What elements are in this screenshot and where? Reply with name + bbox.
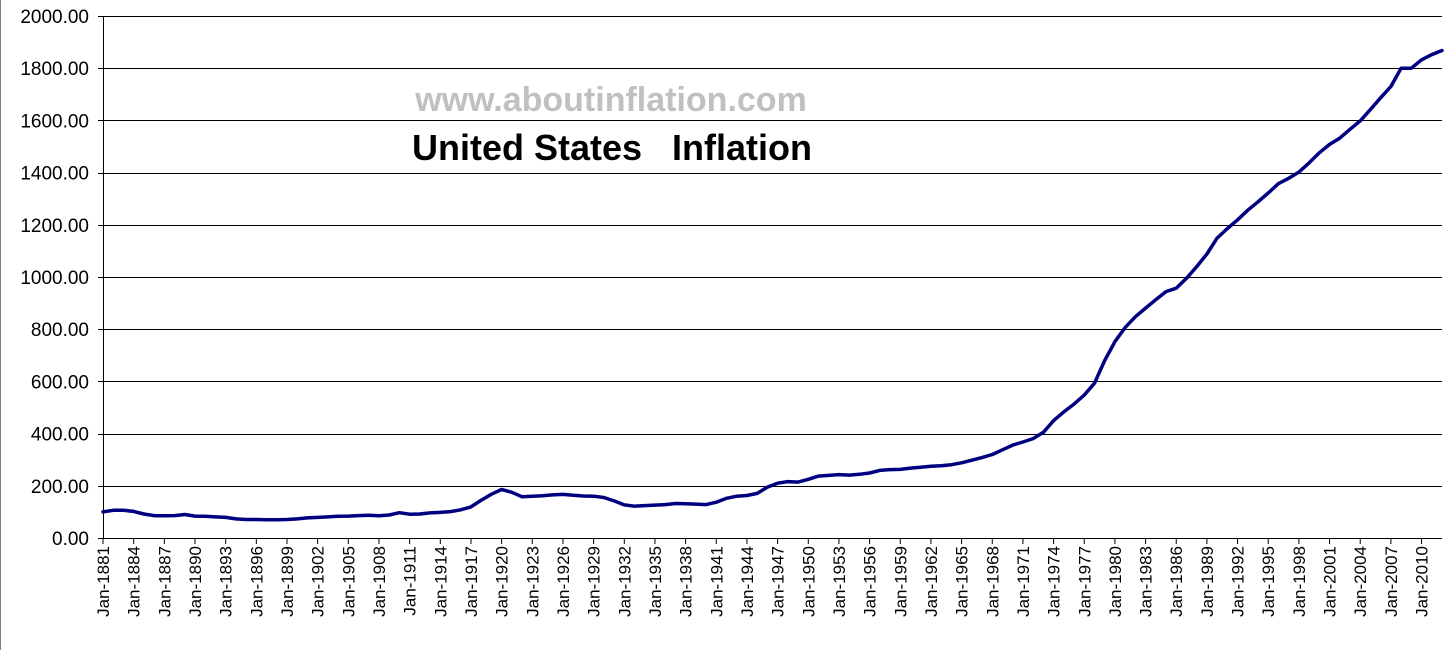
y-tick-label: 1000.00 <box>20 268 89 289</box>
y-axis-tick-labels: 0.00 200.00 400.00 600.00 800.00 1000.00 1200.… <box>20 7 89 550</box>
axes <box>98 16 1442 544</box>
x-tick-label: Jan-1911 <box>401 546 420 616</box>
x-tick-label: Jan-1899 <box>278 546 297 617</box>
x-axis-tick-labels: Jan-1881 Jan-1884 Jan-1887 Jan-1890 Jan-1893… <box>94 546 1432 617</box>
y-tick-label: 1400.00 <box>20 164 89 185</box>
x-tick-label: Jan-1917 <box>462 546 481 617</box>
x-tick-label: Jan-1935 <box>646 546 665 617</box>
x-tick-label: Jan-1923 <box>523 546 542 617</box>
x-tick-label: Jan-1974 <box>1045 546 1064 617</box>
x-tick-label: Jan-1998 <box>1290 546 1309 617</box>
x-tick-label: Jan-1914 <box>431 546 450 617</box>
x-tick-label: Jan-1977 <box>1075 546 1094 617</box>
x-tick-label: Jan-1887 <box>155 546 174 617</box>
x-tick-label: Jan-1953 <box>830 546 849 617</box>
y-tick-label: 600.00 <box>31 372 89 393</box>
x-tick-label: Jan-1944 <box>738 546 757 617</box>
x-tick-label: Jan-1908 <box>370 546 389 617</box>
x-tick-label: Jan-1884 <box>125 546 144 617</box>
y-tick-label: 1800.00 <box>20 59 89 80</box>
x-tick-label: Jan-1938 <box>677 546 696 617</box>
x-tick-label: Jan-1992 <box>1229 546 1248 617</box>
y-tick-label: 200.00 <box>31 477 89 498</box>
x-tick-label: Jan-1968 <box>983 546 1002 617</box>
x-tick-label: Jan-1881 <box>94 546 113 617</box>
x-tick-label: Jan-2004 <box>1351 546 1370 617</box>
x-tick-label: Jan-1905 <box>339 546 358 617</box>
x-tick-label: Jan-1995 <box>1259 546 1278 617</box>
series-line-united-states-inflation <box>101 48 1444 522</box>
x-tick-label: Jan-1959 <box>891 546 910 617</box>
x-tick-label: Jan-1893 <box>217 546 236 617</box>
y-tick-label: 800.00 <box>31 320 89 341</box>
x-tick-label: Jan-2010 <box>1413 546 1432 617</box>
y-tick-label: 1600.00 <box>20 111 89 132</box>
x-tick-label: Jan-1941 <box>707 546 726 617</box>
x-tick-label: Jan-1929 <box>585 546 604 617</box>
x-tick-label: Jan-1965 <box>953 546 972 617</box>
x-tick-label: Jan-1986 <box>1167 546 1186 617</box>
x-tick-label: Jan-1896 <box>247 546 266 617</box>
x-tick-label: Jan-1926 <box>554 546 573 617</box>
x-tick-label: Jan-1950 <box>799 546 818 617</box>
watermark-text: www.aboutinflation.com <box>414 81 807 119</box>
x-tick-label: Jan-2007 <box>1382 546 1401 617</box>
x-tick-label: Jan-2001 <box>1321 546 1340 617</box>
x-tick-label: Jan-1920 <box>493 546 512 617</box>
x-tick-label: Jan-1902 <box>309 546 328 617</box>
x-tick-label: Jan-1947 <box>769 546 788 617</box>
x-tick-label: Jan-1983 <box>1137 546 1156 617</box>
x-tick-label: Jan-1971 <box>1014 546 1033 617</box>
y-tick-label: 2000.00 <box>20 7 89 28</box>
x-tick-label: Jan-1962 <box>922 546 941 617</box>
x-tick-label: Jan-1890 <box>186 546 205 617</box>
x-tick-label: Jan-1956 <box>861 546 880 617</box>
y-tick-label: 400.00 <box>31 425 89 446</box>
x-tick-label: Jan-1932 <box>615 546 634 617</box>
x-tick-label: Jan-1980 <box>1106 546 1125 617</box>
y-tick-label: 0.00 <box>52 529 89 550</box>
chart-title: United States Inflation <box>412 127 812 168</box>
y-tick-label: 1200.00 <box>20 216 89 237</box>
x-tick-label: Jan-1989 <box>1198 546 1217 617</box>
